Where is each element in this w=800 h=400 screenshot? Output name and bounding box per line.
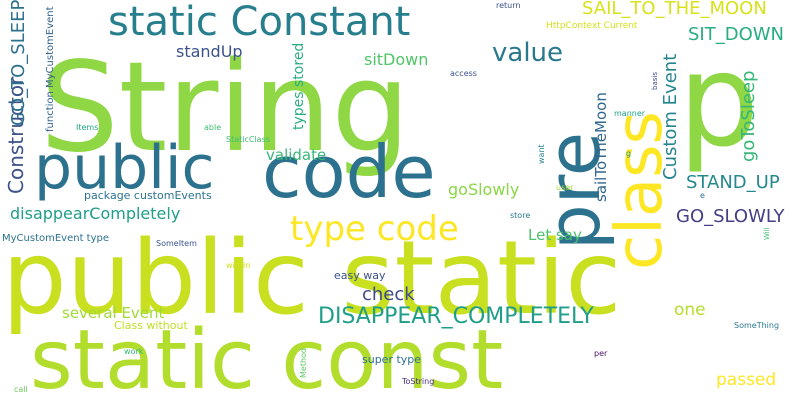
word-manner: manner: [614, 109, 646, 118]
word-string: String: [40, 36, 411, 180]
word-public-static: public static: [2, 219, 622, 338]
word-per: per: [594, 349, 608, 358]
word-code: code: [262, 130, 436, 214]
word-public: public: [34, 133, 215, 203]
word-validate: validate: [266, 146, 327, 164]
word-sail-to-the-moon: SAIL_TO_THE_MOON: [582, 0, 767, 19]
word-http-context-current: HttpContext Current: [546, 21, 638, 31]
word-g: g: [626, 149, 632, 158]
word-go-to-sleep: goToSleep: [738, 70, 759, 162]
word-return: return: [496, 1, 521, 10]
word-my-custom-event-type: MyCustomEvent type: [2, 233, 110, 244]
word-call: call: [14, 385, 28, 394]
word-e: e: [700, 191, 705, 200]
word-stand-up-caps: STAND_UP: [686, 172, 780, 193]
word-one: one: [674, 300, 706, 320]
word-to-string: ToString: [402, 377, 435, 386]
word-several-event: several Event: [62, 304, 165, 322]
word-disappear-completely: disappearCompletely: [10, 204, 181, 223]
word-disappear-completely-caps: DISAPPEAR_COMPLETELY: [318, 304, 594, 329]
word-check: check: [362, 284, 415, 305]
word-go-to-sleep-caps: GO_TO_SLEEP: [8, 0, 29, 126]
word-access: access: [450, 69, 477, 78]
word-user: user: [556, 183, 574, 192]
word-type-code: type code: [290, 209, 459, 249]
word-able: able: [204, 123, 222, 132]
word-go-slowly: goSlowly: [448, 180, 520, 199]
word-class-without: Class without: [114, 319, 188, 332]
word-value: value: [492, 38, 564, 68]
word-basis: basis: [651, 72, 659, 90]
word-within: within: [226, 261, 251, 270]
word-items: Items: [76, 123, 99, 132]
word-easy-way: easy way: [334, 269, 386, 282]
word-static-class: StaticClass: [226, 135, 270, 144]
word-let-say: Let say: [528, 226, 582, 244]
word-static-constant: static Constant: [108, 0, 411, 45]
word-method: Method: [299, 347, 308, 378]
word-some-item: SomeItem: [156, 239, 197, 248]
word-custom-event: Custom Event: [660, 53, 681, 180]
word-some-thing: SomeThing: [734, 321, 780, 330]
word-stand-up: standUp: [176, 42, 243, 61]
word-sit-down: sitDown: [364, 50, 429, 69]
word-work: work: [124, 347, 144, 356]
word-want: want: [537, 144, 546, 164]
word-super-type: super type: [362, 353, 422, 366]
word-function-my-custom-event: function MyCustomEvent: [45, 6, 56, 132]
word-types-stored: types stored: [291, 42, 307, 130]
word-sit-down-caps: SIT_DOWN: [688, 24, 785, 45]
word-package-custom-events: package customEvents: [84, 189, 212, 202]
word-store: store: [510, 211, 531, 220]
word-go-slowly-caps: GO_SLOWLY: [676, 206, 785, 227]
word-static-const: static const: [30, 313, 504, 400]
word-sail-to-the-moon-fn: sailToTheMoon: [592, 92, 610, 202]
word-will: Will: [763, 227, 771, 240]
word-passed: passed: [716, 370, 777, 390]
word-p: p: [678, 27, 760, 176]
